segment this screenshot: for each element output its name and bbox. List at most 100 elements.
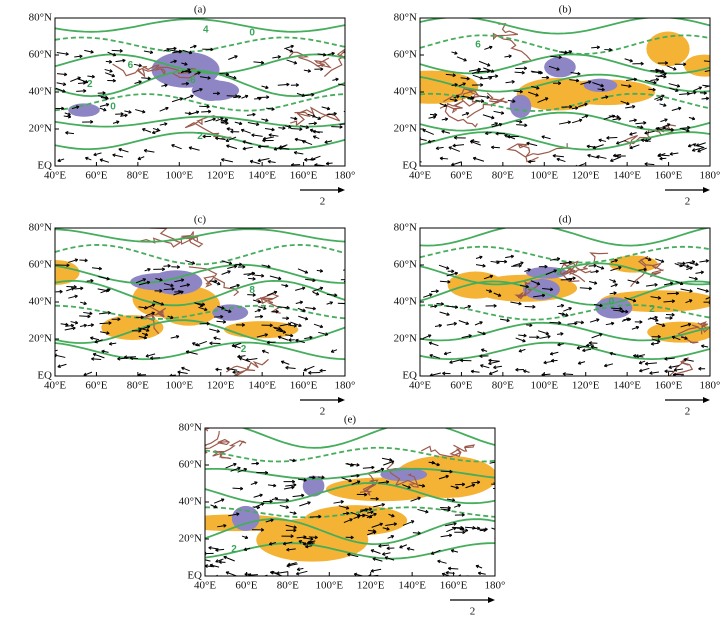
panel-label: (e) bbox=[344, 414, 357, 426]
lon-label: 60°E bbox=[450, 380, 472, 392]
lon-label: 100°E bbox=[165, 170, 193, 182]
lon-label: 180° bbox=[700, 170, 721, 182]
contour-label: 2 bbox=[231, 544, 237, 555]
reference-head bbox=[488, 597, 495, 603]
lon-label: 180° bbox=[700, 380, 721, 392]
contour-label: 6 bbox=[475, 39, 481, 50]
lat-label: 60°N bbox=[29, 49, 52, 61]
contour-label: 2 bbox=[649, 304, 655, 315]
lon-label: 180° bbox=[335, 380, 356, 392]
contour-label: 2 bbox=[197, 131, 203, 142]
reference-label: 2 bbox=[470, 606, 476, 618]
wind-head bbox=[710, 84, 713, 87]
wind-head bbox=[350, 267, 353, 270]
lon-label: 120°E bbox=[357, 580, 385, 592]
lon-label: 160°E bbox=[440, 580, 468, 592]
contour-label: 2 bbox=[556, 267, 562, 278]
map-content: 82 bbox=[34, 224, 353, 379]
lon-label: 60°E bbox=[85, 170, 107, 182]
map-content: 2 bbox=[164, 421, 504, 579]
lat-label: 60°N bbox=[179, 459, 202, 471]
lon-label: 180° bbox=[335, 170, 356, 182]
lon-label: 40°E bbox=[44, 170, 66, 182]
shading-positive bbox=[326, 477, 439, 501]
lon-label: 140°E bbox=[248, 380, 276, 392]
wind-head bbox=[496, 460, 499, 463]
lat-label: 60°N bbox=[394, 49, 417, 61]
contour-label: 8 bbox=[249, 285, 255, 296]
lon-label: 120°E bbox=[572, 380, 600, 392]
shading-positive bbox=[684, 55, 725, 77]
lon-label: 60°E bbox=[235, 580, 257, 592]
wind-head bbox=[348, 49, 351, 52]
panel-label: (d) bbox=[559, 214, 572, 226]
panel-label: (b) bbox=[559, 4, 572, 16]
lon-label: 80°E bbox=[127, 380, 149, 392]
reference-head bbox=[338, 397, 345, 403]
lon-label: 80°E bbox=[492, 380, 514, 392]
lat-label: 20°N bbox=[29, 123, 52, 135]
lon-label: 80°E bbox=[492, 170, 514, 182]
contour-label: 0 bbox=[609, 297, 615, 308]
lon-label: 100°E bbox=[530, 380, 558, 392]
shading-positive bbox=[609, 255, 658, 272]
wind-head bbox=[501, 535, 504, 538]
lon-label: 160°E bbox=[655, 380, 683, 392]
shading-negative bbox=[544, 57, 576, 78]
wind-head bbox=[199, 558, 202, 561]
lon-label: 80°E bbox=[127, 170, 149, 182]
lon-label: 40°E bbox=[409, 170, 431, 182]
wind-head bbox=[713, 68, 716, 71]
wind-head bbox=[350, 293, 353, 296]
lat-label: 20°N bbox=[29, 333, 52, 345]
reference-label: 2 bbox=[685, 406, 691, 418]
lon-label: 80°E bbox=[277, 580, 299, 592]
wind-head bbox=[497, 487, 500, 490]
shading-positive bbox=[646, 32, 689, 67]
reference-head bbox=[703, 397, 710, 403]
wind-head bbox=[713, 295, 716, 298]
lon-label: 180° bbox=[485, 580, 506, 592]
lon-label: 40°E bbox=[409, 380, 431, 392]
lat-label: 80°N bbox=[394, 222, 417, 234]
lon-label: 120°E bbox=[207, 380, 235, 392]
wind-head bbox=[50, 350, 53, 353]
wind-head bbox=[710, 60, 713, 63]
lat-label: 40°N bbox=[394, 86, 417, 98]
wind-head bbox=[496, 529, 499, 532]
map-content: 2 0 2 bbox=[420, 225, 717, 383]
contour-label: 0 bbox=[110, 101, 116, 112]
wind-vector bbox=[345, 294, 353, 296]
lon-label: 160°E bbox=[655, 170, 683, 182]
wind-head bbox=[346, 278, 349, 281]
shading-negative bbox=[510, 95, 531, 118]
lon-label: 120°E bbox=[572, 170, 600, 182]
lon-label: 140°E bbox=[398, 580, 426, 592]
lon-label: 40°E bbox=[194, 580, 216, 592]
lat-label: 80°N bbox=[29, 12, 52, 24]
lon-label: 140°E bbox=[613, 170, 641, 182]
wind-head bbox=[346, 302, 349, 305]
shading-negative bbox=[212, 304, 248, 320]
panel-label: (a) bbox=[194, 4, 207, 16]
lat-label: 40°N bbox=[394, 296, 417, 308]
panel-label: (c) bbox=[194, 214, 207, 226]
lat-label: 20°N bbox=[179, 533, 202, 545]
lat-label: 60°N bbox=[394, 259, 417, 271]
lat-label: 40°N bbox=[29, 86, 52, 98]
lon-label: 60°E bbox=[85, 380, 107, 392]
wind-head bbox=[49, 144, 52, 147]
contour-label: 2 bbox=[87, 79, 93, 90]
lat-label: 40°N bbox=[179, 496, 202, 508]
reference-label: 2 bbox=[320, 406, 326, 418]
shading-negative bbox=[68, 103, 100, 116]
wind-head bbox=[349, 108, 352, 111]
contour-label: -6 bbox=[187, 75, 196, 86]
reference-head bbox=[703, 187, 710, 193]
